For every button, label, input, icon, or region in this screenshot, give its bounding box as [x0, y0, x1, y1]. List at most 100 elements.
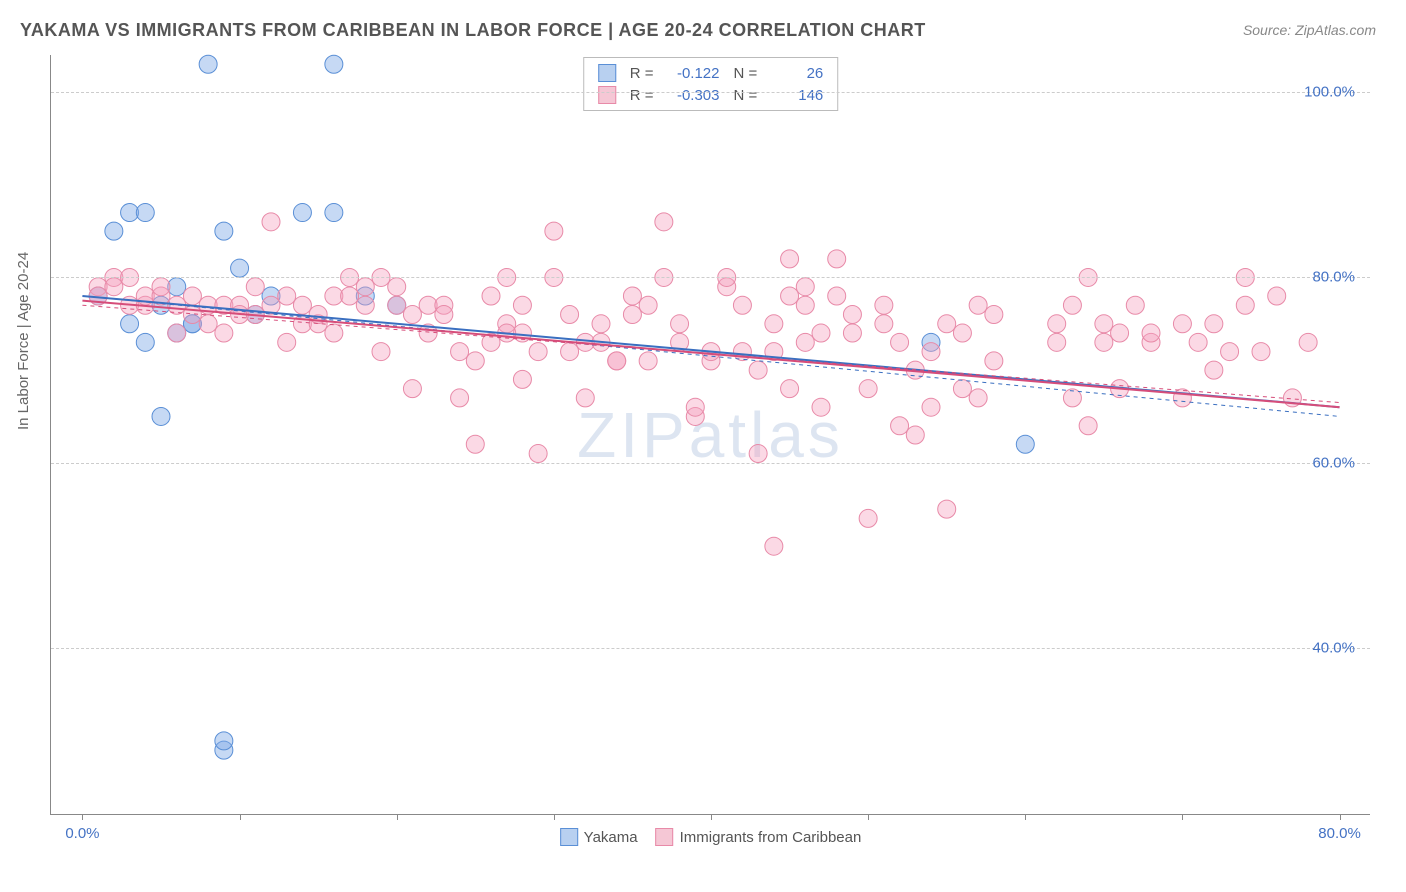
scatter-point: [215, 222, 233, 240]
scatter-point: [199, 55, 217, 73]
legend-row: R = -0.122 N = 26: [598, 62, 824, 84]
n-label: N =: [734, 87, 758, 104]
scatter-point: [1252, 343, 1270, 361]
scatter-point: [372, 343, 390, 361]
scatter-point: [105, 222, 123, 240]
x-tick: [397, 814, 398, 820]
scatter-point: [1221, 343, 1239, 361]
scatter-point: [938, 500, 956, 518]
y-tick-label: 40.0%: [1312, 640, 1355, 657]
scatter-point: [1173, 389, 1191, 407]
scatter-point: [953, 324, 971, 342]
scatter-point: [356, 296, 374, 314]
r-label: R =: [630, 87, 654, 104]
scatter-point: [623, 306, 641, 324]
scatter-point: [561, 306, 579, 324]
legend-row: R = -0.303 N = 146: [598, 84, 824, 106]
scatter-point: [765, 537, 783, 555]
x-tick: [1182, 814, 1183, 820]
scatter-point: [466, 352, 484, 370]
scatter-point: [1173, 315, 1191, 333]
scatter-point: [843, 324, 861, 342]
scatter-point: [859, 380, 877, 398]
scatter-point: [1268, 287, 1286, 305]
scatter-point: [686, 398, 704, 416]
scatter-point: [576, 389, 594, 407]
scatter-point: [1299, 333, 1317, 351]
scatter-point: [152, 407, 170, 425]
scatter-point: [875, 315, 893, 333]
scatter-point: [796, 333, 814, 351]
scatter-point: [183, 287, 201, 305]
x-tick-label: 0.0%: [65, 825, 99, 842]
scatter-point: [1205, 361, 1223, 379]
scatter-point: [985, 352, 1003, 370]
x-tick: [240, 814, 241, 820]
scatter-point: [168, 324, 186, 342]
scatter-point: [356, 278, 374, 296]
series-name: Immigrants from Caribbean: [680, 829, 862, 846]
scatter-point: [121, 315, 139, 333]
scatter-point: [1016, 435, 1034, 453]
scatter-point: [215, 732, 233, 750]
scatter-point: [325, 204, 343, 222]
scatter-point: [513, 296, 531, 314]
n-value: 26: [765, 65, 823, 82]
scatter-point: [1063, 296, 1081, 314]
scatter-point: [451, 389, 469, 407]
scatter-point: [1189, 333, 1207, 351]
n-label: N =: [734, 65, 758, 82]
scatter-point: [388, 278, 406, 296]
scatter-point: [639, 352, 657, 370]
scatter-point: [1095, 333, 1113, 351]
scatter-point: [1095, 315, 1113, 333]
scatter-point: [875, 296, 893, 314]
scatter-point: [671, 315, 689, 333]
y-tick-label: 80.0%: [1312, 269, 1355, 286]
scatter-point: [922, 398, 940, 416]
scatter-point: [623, 287, 641, 305]
scatter-point: [545, 222, 563, 240]
scatter-point: [403, 306, 421, 324]
scatter-point: [293, 296, 311, 314]
legend-swatch: [598, 86, 616, 104]
scatter-point: [843, 306, 861, 324]
r-label: R =: [630, 65, 654, 82]
scatter-point: [812, 324, 830, 342]
gridline-h: [51, 92, 1370, 93]
correlation-legend: R = -0.122 N = 26 R = -0.303 N = 146: [583, 57, 839, 111]
gridline-h: [51, 463, 1370, 464]
r-value: -0.122: [662, 65, 720, 82]
x-tick: [868, 814, 869, 820]
scatter-point: [231, 259, 249, 277]
plot-area: ZIPatlas R = -0.122 N = 26 R = -0.303 N …: [50, 55, 1370, 815]
scatter-point: [341, 287, 359, 305]
y-tick-label: 100.0%: [1304, 84, 1355, 101]
scatter-point: [953, 380, 971, 398]
scatter-point: [828, 287, 846, 305]
scatter-point: [136, 204, 154, 222]
scatter-point: [1205, 315, 1223, 333]
scatter-point: [388, 296, 406, 314]
scatter-point: [1111, 324, 1129, 342]
scatter-point: [859, 509, 877, 527]
scatter-point: [262, 213, 280, 231]
series-legend: YakamaImmigrants from Caribbean: [560, 828, 862, 846]
scatter-point: [749, 445, 767, 463]
scatter-point: [812, 398, 830, 416]
series-legend-item: Immigrants from Caribbean: [656, 828, 862, 846]
scatter-point: [922, 343, 940, 361]
scatter-point: [403, 380, 421, 398]
scatter-point: [561, 343, 579, 361]
legend-swatch: [598, 64, 616, 82]
scatter-point: [136, 333, 154, 351]
trend-line: [82, 301, 1339, 408]
scatter-point: [325, 324, 343, 342]
scatter-point: [781, 287, 799, 305]
scatter-point: [655, 213, 673, 231]
scatter-point: [781, 380, 799, 398]
chart-container: YAKAMA VS IMMIGRANTS FROM CARIBBEAN IN L…: [0, 0, 1406, 892]
scatter-point: [938, 315, 956, 333]
x-tick: [1025, 814, 1026, 820]
legend-swatch: [656, 828, 674, 846]
